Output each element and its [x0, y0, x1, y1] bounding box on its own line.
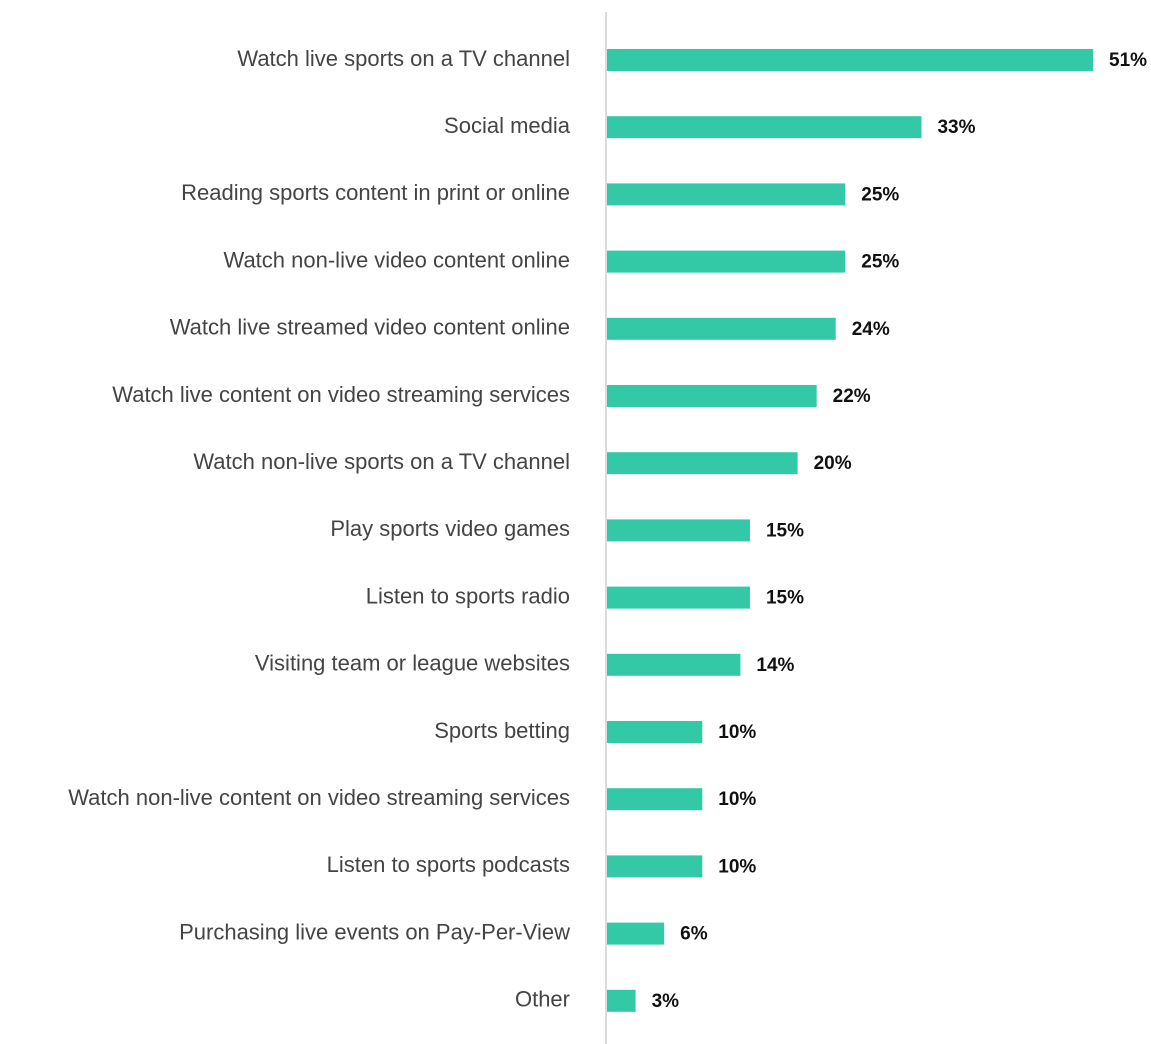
- bar: [607, 49, 1094, 71]
- bar: [607, 250, 846, 273]
- value-label: 25%: [861, 184, 899, 205]
- value-label: 51%: [1109, 50, 1147, 71]
- bar: [607, 989, 636, 1012]
- category-label: Listen to sports radio: [366, 583, 570, 608]
- category-label: Watch non-live video content online: [224, 247, 571, 272]
- value-label: 15%: [766, 520, 804, 541]
- bar: [607, 855, 703, 878]
- bar: [607, 183, 846, 206]
- bar: [607, 452, 798, 475]
- bar: [607, 922, 665, 945]
- bar: [607, 519, 750, 542]
- value-label: 22%: [833, 386, 871, 407]
- category-label: Reading sports content in print or onlin…: [181, 180, 570, 205]
- bar: [607, 116, 922, 139]
- category-label: Visiting team or league websites: [255, 651, 570, 676]
- category-label: Social media: [444, 113, 571, 138]
- value-label: 10%: [718, 789, 756, 810]
- category-label: Watch live content on video streaming se…: [112, 382, 570, 407]
- value-label: 6%: [680, 924, 708, 945]
- value-label: 14%: [756, 655, 794, 676]
- value-label: 24%: [852, 319, 890, 340]
- category-label: Purchasing live events on Pay-Per-View: [179, 919, 570, 944]
- category-label: Sports betting: [434, 718, 570, 743]
- value-label: 25%: [861, 252, 899, 273]
- bar: [607, 653, 741, 676]
- category-label: Play sports video games: [330, 516, 570, 541]
- bar: [607, 586, 750, 609]
- bar: [607, 317, 836, 340]
- value-label: 20%: [814, 453, 852, 474]
- bar: [607, 721, 703, 743]
- category-label: Listen to sports podcasts: [327, 852, 570, 877]
- bar: [607, 385, 817, 407]
- category-label: Watch live sports on a TV channel: [237, 46, 570, 71]
- category-label: Watch live streamed video content online: [170, 315, 570, 340]
- category-label: Other: [515, 987, 570, 1012]
- value-label: 10%: [718, 722, 756, 743]
- value-label: 10%: [718, 856, 756, 877]
- value-label: 3%: [652, 991, 680, 1012]
- bar: [607, 788, 703, 811]
- value-label: 33%: [937, 117, 975, 138]
- category-label: Watch non-live sports on a TV channel: [193, 449, 570, 474]
- category-label: Watch non-live content on video streamin…: [68, 785, 570, 810]
- value-label: 15%: [766, 588, 804, 609]
